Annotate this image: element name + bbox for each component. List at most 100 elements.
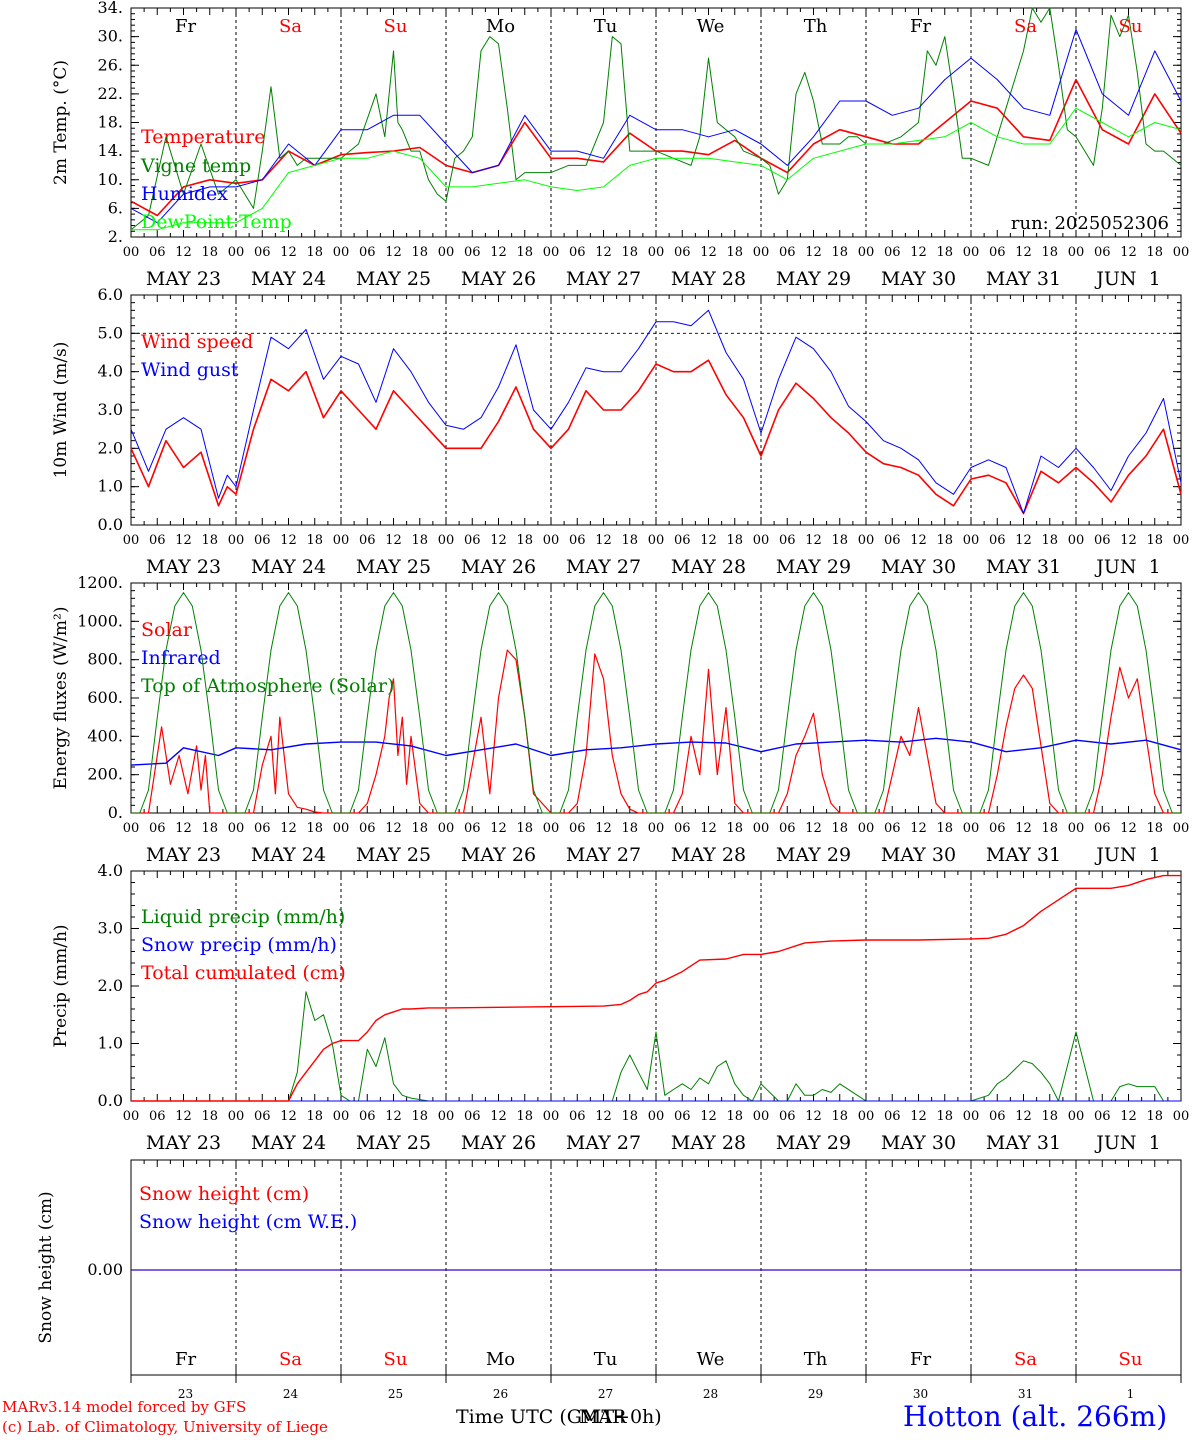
energy-hour-label: 12 xyxy=(700,821,717,836)
snow-weekday-label: We xyxy=(697,1349,725,1370)
temp-hour-label: 18 xyxy=(1041,245,1058,260)
temp-y-tick-label: 6. xyxy=(108,198,123,217)
snow-y-axis-label: Snow height (cm) xyxy=(36,1191,56,1343)
wind-hour-label: 12 xyxy=(595,533,612,548)
snow-panel: 0.00 Snow height (cm) Snow height (cm) Snow… xyxy=(36,1159,1182,1401)
energy-hour-label: 00 xyxy=(1068,821,1085,836)
energy-hour-label: 00 xyxy=(963,821,980,836)
temp-y-axis-label: 2m Temp. (°C) xyxy=(51,60,71,185)
temp-hour-label: 12 xyxy=(595,245,612,260)
temp-date-label: MAY 25 xyxy=(356,268,431,290)
temp-weekday-label: Fr xyxy=(910,16,931,37)
energy-date-label: MAY 25 xyxy=(356,844,431,866)
temp-hour-label: 00 xyxy=(858,245,875,260)
energy-hour-label: 18 xyxy=(726,821,743,836)
snow-day-number: 28 xyxy=(703,1387,718,1401)
energy-hour-label: 00 xyxy=(438,821,455,836)
precip-hour-label: 12 xyxy=(910,1109,927,1124)
temp-hour-label: 18 xyxy=(1146,245,1163,260)
temp-date-label: MAY 31 xyxy=(986,268,1061,290)
snow-day-number: 30 xyxy=(913,1387,928,1401)
model-credit-1: MARv3.14 model forced by GFS xyxy=(2,1398,247,1416)
wind-y-axis-label: 10m Wind (m/s) xyxy=(51,342,71,479)
temp-weekday-label: Sa xyxy=(1014,16,1037,37)
precip-hour-label: 12 xyxy=(280,1109,297,1124)
wind-hour-label: 06 xyxy=(569,533,586,548)
wind-hour-label: 18 xyxy=(201,533,218,548)
wind-hour-label: 12 xyxy=(805,533,822,548)
temp-hour-label: 00 xyxy=(753,245,770,260)
wind-hour-label: 18 xyxy=(1146,533,1163,548)
wind-hour-label: 12 xyxy=(280,533,297,548)
snow-day-number: 23 xyxy=(178,1387,193,1401)
precip-y-tick-label: 0.0 xyxy=(98,1091,123,1110)
precip-hour-label: 06 xyxy=(149,1109,166,1124)
energy-hour-label: 12 xyxy=(1120,821,1137,836)
temp-legend-entry: Temperature xyxy=(141,126,265,148)
snow-weekday-label: Tu xyxy=(594,1349,618,1370)
wind-date-label: JUN 1 xyxy=(1094,556,1160,578)
wind-hour-label: 12 xyxy=(175,533,192,548)
temp-weekday-label: Th xyxy=(804,16,828,37)
energy-hour-label: 06 xyxy=(674,821,691,836)
snow-weekday-label: Su xyxy=(384,1349,408,1370)
snow-weekday-label: Sa xyxy=(279,1349,302,1370)
x-axis-title-text: Time UTC (GMT+0h) xyxy=(456,1406,662,1428)
wind-hour-label: 12 xyxy=(385,533,402,548)
wind-hour-label: 00 xyxy=(1068,533,1085,548)
energy-legend-entry: Solar xyxy=(141,619,193,641)
energy-hour-label: 18 xyxy=(201,821,218,836)
temp-weekday-label: Fr xyxy=(175,16,196,37)
wind-hour-label: 06 xyxy=(359,533,376,548)
wind-date-label: MAY 31 xyxy=(986,556,1061,578)
wind-hour-label: 00 xyxy=(1173,533,1190,548)
wind-date-label: MAY 26 xyxy=(461,556,536,578)
energy-date-label: JUN 1 xyxy=(1094,844,1160,866)
wind-hour-label: 00 xyxy=(333,533,350,548)
precip-hour-label: 18 xyxy=(726,1109,743,1124)
temp-legend-entry: Vigne temp xyxy=(140,155,251,177)
energy-hour-label: 06 xyxy=(1094,821,1111,836)
temp-weekday-label: Mo xyxy=(486,16,515,37)
wind-y-tick-label: 4.0 xyxy=(98,362,123,381)
wind-hour-label: 18 xyxy=(516,533,533,548)
precip-hour-label: 18 xyxy=(306,1109,323,1124)
wind-hour-label: 06 xyxy=(884,533,901,548)
temp-date-label: JUN 1 xyxy=(1094,268,1160,290)
precip-date-label: MAY 31 xyxy=(986,1132,1061,1154)
energy-y-tick-label: 800. xyxy=(87,650,123,669)
precip-hour-label: 00 xyxy=(333,1109,350,1124)
wind-hour-label: 12 xyxy=(1015,533,1032,548)
temp-hour-label: 18 xyxy=(621,245,638,260)
temp-date-label: MAY 24 xyxy=(251,268,326,290)
precip-hour-label: 18 xyxy=(516,1109,533,1124)
temp-y-tick-label: 18. xyxy=(98,113,123,132)
wind-y-tick-label: 5.0 xyxy=(98,323,123,342)
temp-hour-label: 00 xyxy=(438,245,455,260)
wind-hour-label: 06 xyxy=(674,533,691,548)
wind-date-label: MAY 30 xyxy=(881,556,956,578)
temp-hour-label: 06 xyxy=(884,245,901,260)
wind-hour-label: 12 xyxy=(700,533,717,548)
wind-hour-label: 18 xyxy=(621,533,638,548)
energy-hour-label: 12 xyxy=(385,821,402,836)
energy-hour-label: 18 xyxy=(831,821,848,836)
precip-hour-label: 00 xyxy=(438,1109,455,1124)
temp-date-label: MAY 29 xyxy=(776,268,851,290)
precip-hour-label: 12 xyxy=(805,1109,822,1124)
wind-hour-label: 06 xyxy=(464,533,481,548)
wind-hour-label: 18 xyxy=(411,533,428,548)
energy-series-solar xyxy=(131,649,1181,814)
temp-hour-label: 06 xyxy=(1094,245,1111,260)
temp-hour-label: 18 xyxy=(201,245,218,260)
temp-series-vigne-temp xyxy=(130,7,1182,231)
energy-hour-label: 06 xyxy=(989,821,1006,836)
wind-hour-label: 00 xyxy=(228,533,245,548)
temp-y-tick-label: 30. xyxy=(98,27,123,46)
wind-date-label: MAY 27 xyxy=(566,556,641,578)
wind-y-tick-label: 3.0 xyxy=(98,400,123,419)
wind-legend-entry: Wind speed xyxy=(141,331,253,353)
energy-series-infrared xyxy=(130,737,1182,766)
precip-hour-label: 12 xyxy=(175,1109,192,1124)
